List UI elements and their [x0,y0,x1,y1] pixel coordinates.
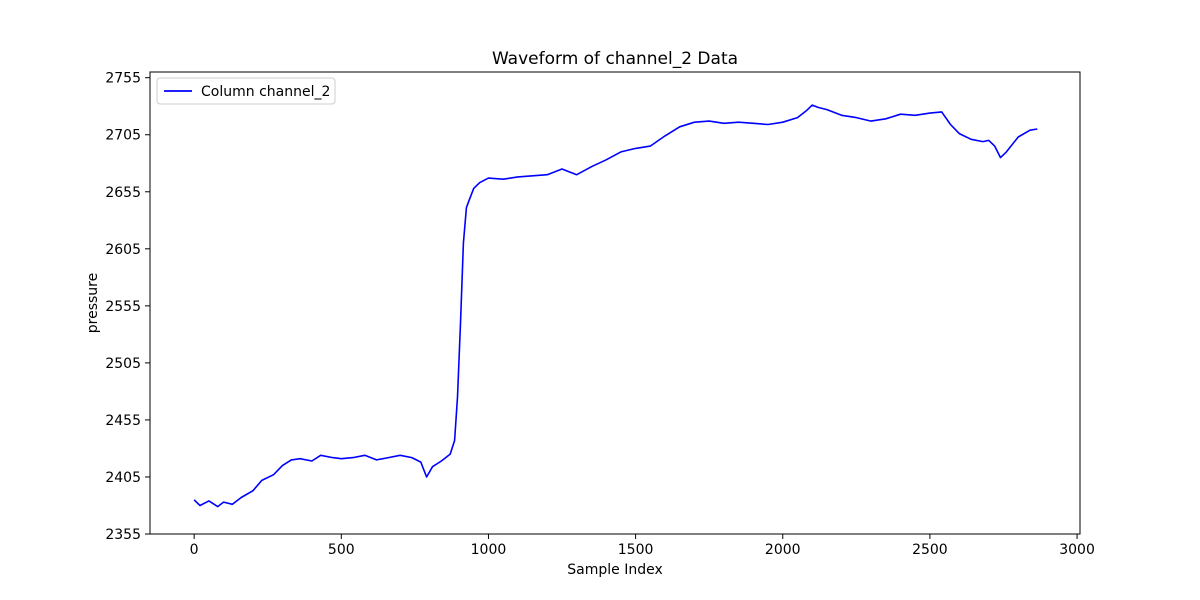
legend-box [156,77,336,105]
y-tick-label: 2605 [105,242,141,258]
x-tick-label: 2000 [765,542,801,558]
y-axis: 2355 2405 2455 2505 2555 2605 2655 2705 2755 [105,71,150,543]
y-tick-label: 2405 [105,470,141,486]
x-axis: 0 500 1000 1500 2000 2500 3000 [190,534,1095,558]
y-tick-label: 2655 [105,185,141,201]
y-tick-label: 2455 [105,413,141,429]
x-tick-label: 500 [328,542,355,558]
legend-label: Column channel_2 [201,84,330,100]
x-tick-label: 1500 [618,542,654,558]
series-line-channel-2 [193,104,1038,508]
y-axis-label: pressure [85,273,101,333]
legend: Column channel_2 [156,77,336,105]
x-tick-label: 3000 [1059,542,1095,558]
x-axis-label: Sample Index [567,562,662,578]
y-tick-label: 2705 [105,128,141,144]
x-tick-label: 1000 [471,542,507,558]
plot-area [149,71,1081,535]
x-tick-label: 2500 [912,542,948,558]
y-tick-label: 2355 [105,527,141,543]
chart-title: Waveform of channel_2 Data [492,49,738,69]
y-tick-label: 2755 [105,71,141,87]
x-tick-label: 0 [190,542,199,558]
y-tick-label: 2505 [105,356,141,372]
y-tick-label: 2555 [105,299,141,315]
